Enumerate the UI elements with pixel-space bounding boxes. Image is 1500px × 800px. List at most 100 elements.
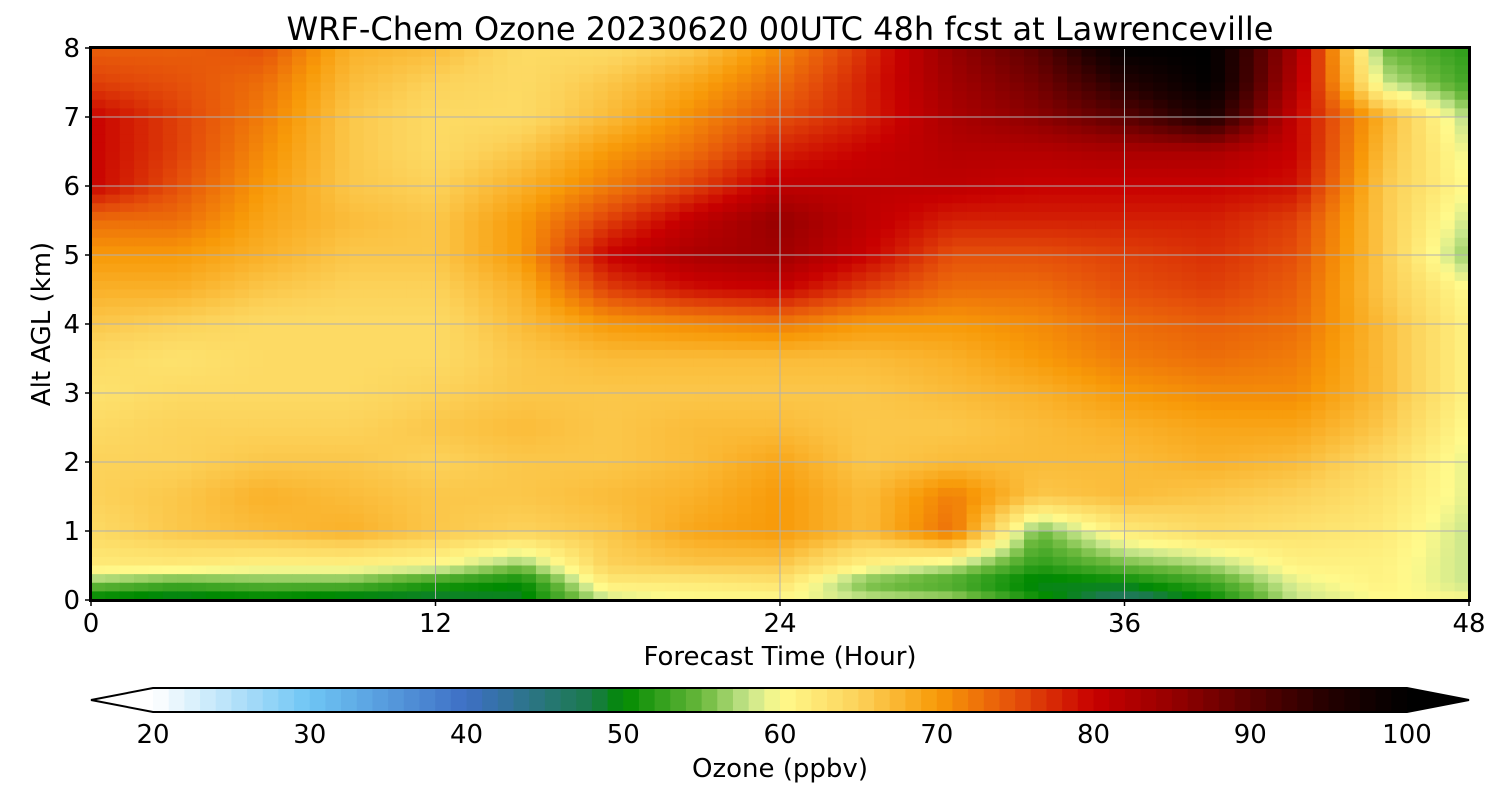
heatmap-cell (1210, 255, 1226, 265)
heatmap-cell (708, 470, 724, 480)
heatmap-cell (349, 160, 365, 170)
heatmap-cell (952, 211, 968, 222)
heatmap-cell (306, 211, 322, 222)
heatmap-cell (306, 289, 322, 299)
heatmap-cell (119, 177, 135, 187)
heatmap-cell (550, 73, 566, 84)
heatmap-cell (1282, 479, 1298, 489)
heatmap-cell (1138, 125, 1154, 135)
heatmap-cell (1239, 263, 1255, 273)
heatmap-cell (248, 65, 264, 75)
heatmap-cell (248, 341, 264, 351)
heatmap-cell (937, 211, 953, 222)
heatmap-cell (421, 65, 437, 75)
heatmap-cell (435, 186, 451, 196)
heatmap-cell (248, 401, 264, 411)
heatmap-cell (1095, 436, 1111, 446)
heatmap-cell (1196, 462, 1212, 472)
heatmap-cell (1181, 186, 1197, 196)
heatmap-cell (1196, 117, 1212, 127)
heatmap-cell (1067, 393, 1083, 403)
heatmap-cell (780, 289, 795, 299)
heatmap-cell (449, 255, 465, 265)
heatmap-cell (1009, 142, 1025, 153)
heatmap-cell (406, 453, 422, 463)
heatmap-cell (1325, 367, 1341, 377)
heatmap-cell (1425, 487, 1441, 498)
heatmap-cell (1138, 418, 1154, 429)
heatmap-cell (765, 401, 781, 411)
heatmap-cell (1210, 151, 1226, 161)
heatmap-cell (1052, 462, 1068, 472)
heatmap-cell (923, 453, 939, 463)
heatmap-cell (823, 487, 839, 498)
heatmap-cell (535, 462, 551, 472)
heatmap-cell (1167, 65, 1183, 75)
heatmap-cell (751, 99, 767, 109)
heatmap-cell (1024, 211, 1039, 222)
heatmap-cell (535, 220, 551, 230)
heatmap-cell (665, 186, 681, 196)
heatmap-cell (521, 324, 537, 334)
heatmap-cell (91, 367, 106, 377)
heatmap-cell (220, 410, 236, 420)
heatmap-cell (808, 91, 824, 101)
heatmap-cell (1110, 117, 1126, 127)
heatmap-cell (1052, 73, 1068, 84)
heatmap-cell (880, 186, 896, 196)
heatmap-cell (1253, 48, 1269, 58)
heatmap-cell (679, 203, 695, 213)
heatmap-cell (593, 125, 609, 135)
heatmap-cell (291, 375, 307, 385)
heatmap-cell (91, 48, 106, 58)
heatmap-cell (1411, 298, 1427, 308)
heatmap-cell (780, 82, 795, 92)
heatmap-cell (564, 487, 580, 498)
heatmap-cell (980, 358, 996, 368)
heatmap-cell (1167, 91, 1183, 101)
heatmap-cell (1052, 117, 1068, 127)
heatmap-cell (1224, 427, 1240, 437)
heatmap-cell (1440, 82, 1456, 92)
heatmap-cell (708, 358, 724, 368)
heatmap-cell (1397, 203, 1413, 213)
heatmap-cell (622, 211, 638, 222)
heatmap-cell (952, 73, 968, 84)
heatmap-cell (191, 203, 207, 213)
heatmap-cell (607, 358, 623, 368)
heatmap-cell (736, 73, 752, 84)
heatmap-cell (1339, 436, 1355, 446)
heatmap-cell (794, 263, 810, 273)
heatmap-cell (1253, 470, 1269, 480)
heatmap-cell (1440, 237, 1456, 247)
heatmap-cell (593, 427, 609, 437)
heatmap-cell (1425, 186, 1441, 196)
heatmap-cell (1397, 341, 1413, 351)
heatmap-cell (134, 142, 150, 153)
heatmap-cell (765, 436, 781, 446)
heatmap-cell (478, 436, 494, 446)
heatmap-cell (679, 194, 695, 204)
heatmap-cell (937, 194, 953, 204)
heatmap-cell (148, 306, 164, 316)
heatmap-cell (177, 65, 193, 75)
heatmap-cell (421, 384, 437, 394)
heatmap-cell (1052, 453, 1068, 463)
heatmap-cell (507, 453, 523, 463)
heatmap-cell (435, 237, 451, 247)
heatmap-cell (1454, 211, 1470, 222)
heatmap-cell (923, 99, 939, 109)
heatmap-cell (1397, 410, 1413, 420)
heatmap-cell (736, 462, 752, 472)
heatmap-cell (1095, 272, 1111, 282)
heatmap-cell (1081, 160, 1097, 170)
heatmap-cell (1224, 91, 1240, 101)
heatmap-cell (1024, 401, 1039, 411)
heatmap-cell (722, 393, 738, 403)
heatmap-cell (406, 117, 422, 127)
heatmap-cell (1095, 453, 1111, 463)
heatmap-cell (492, 48, 508, 58)
heatmap-cell (1167, 229, 1183, 239)
heatmap-cell (1067, 375, 1083, 385)
